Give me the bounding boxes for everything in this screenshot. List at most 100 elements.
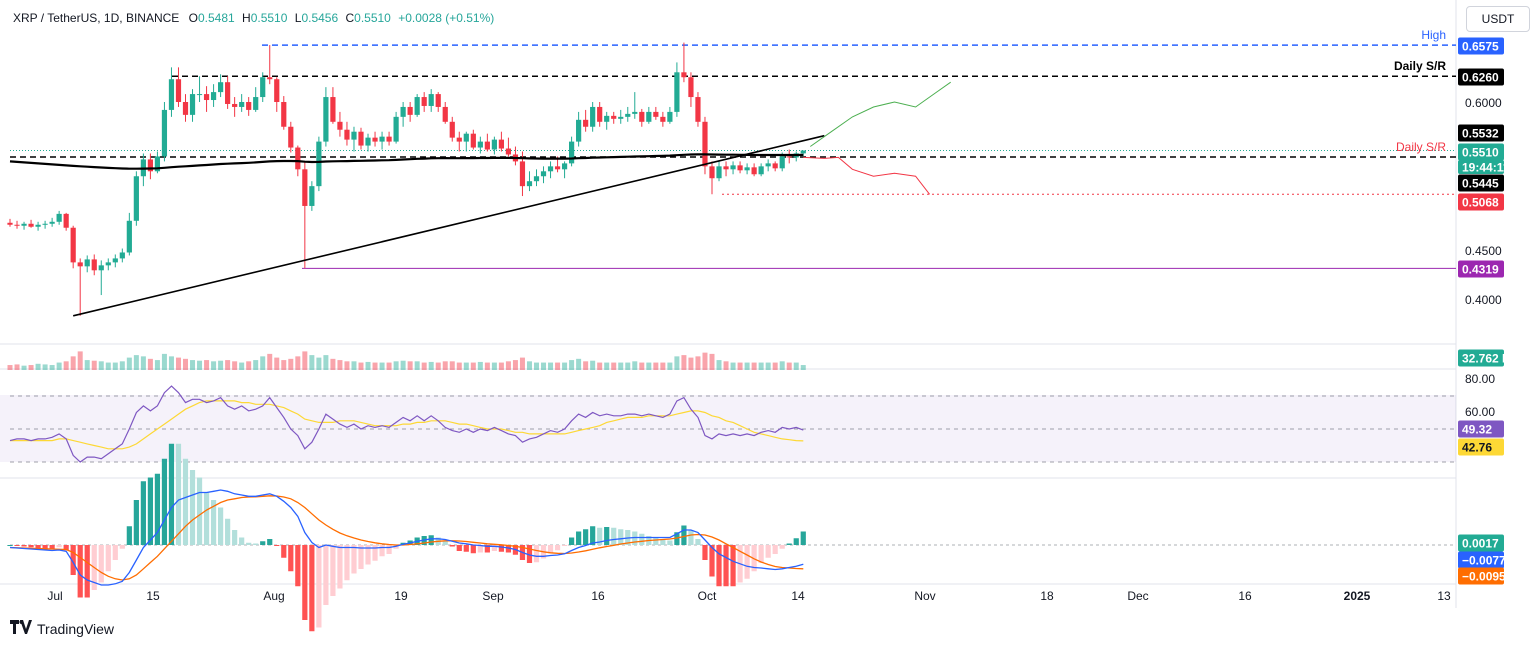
- volume-bar: [695, 356, 701, 370]
- price-tag-label-low_box: 0.5068: [1462, 196, 1499, 210]
- volume-bar: [98, 361, 104, 370]
- volume-bar: [498, 362, 504, 370]
- candle: [267, 77, 273, 80]
- volume-bar: [56, 362, 62, 370]
- candle: [70, 227, 76, 263]
- candle: [218, 82, 224, 93]
- price-tag-high: [1458, 37, 1504, 55]
- rsi-tick: 60.00: [1465, 405, 1495, 419]
- macd-histogram-bar: [590, 526, 596, 545]
- volume-bar: [309, 355, 315, 370]
- candle: [547, 166, 554, 172]
- candle: [779, 156, 785, 169]
- macd-histogram-bar: [730, 545, 736, 587]
- price-tag-label-last: 0.5510: [1462, 146, 1499, 160]
- volume-bar: [660, 362, 666, 370]
- candle: [498, 139, 504, 149]
- trendline: [72, 134, 825, 317]
- low-label: L: [295, 11, 302, 25]
- candle: [786, 156, 792, 158]
- volume-bar: [534, 362, 539, 370]
- price-tag-label-signal: −0.0095: [1462, 570, 1506, 584]
- volume-bar: [218, 360, 224, 370]
- price-tick: 0.4500: [1465, 244, 1502, 258]
- volume-bar: [793, 362, 799, 370]
- macd-histogram-bar: [260, 541, 266, 545]
- volume-bar: [21, 365, 27, 370]
- candle: [597, 106, 603, 122]
- volume-bar: [702, 352, 708, 370]
- volume-bar: [133, 355, 139, 370]
- price-axis[interactable]: 0.6000 0.4500 0.4000 80.00 60.00: [1465, 96, 1502, 419]
- volume-bar: [562, 362, 568, 370]
- volume-bar: [618, 362, 624, 370]
- candle: [182, 102, 189, 115]
- price-tag-timer: [1458, 160, 1504, 174]
- price-tag-rsi_ma: [1458, 438, 1504, 456]
- volume-bar: [737, 362, 743, 370]
- macd-histogram-bar: [267, 539, 273, 545]
- candle: [561, 163, 568, 170]
- macd-histogram-bar: [498, 545, 504, 552]
- volume-bar: [456, 362, 462, 370]
- candle: [365, 137, 371, 146]
- volume-bar: [77, 351, 83, 370]
- time-tick: 13: [1437, 589, 1451, 603]
- macd-histogram-bar: [547, 545, 554, 554]
- currency-selector[interactable]: USDT: [1466, 6, 1530, 32]
- macd-histogram-bar: [56, 545, 62, 548]
- macd-histogram-bar: [98, 545, 104, 583]
- candle: [147, 159, 153, 172]
- price-tag-macd: [1458, 551, 1504, 569]
- macd-histogram-bar: [772, 545, 778, 554]
- candle: [611, 115, 617, 119]
- volume-bar: [35, 363, 41, 370]
- volume-bar: [84, 360, 90, 370]
- ema200-line: [9, 153, 804, 170]
- volume-bar: [225, 360, 231, 370]
- overlays: [9, 81, 951, 317]
- volume-bar: [772, 362, 778, 370]
- macd-histogram-bar: [449, 545, 455, 547]
- price-tick: 0.6000: [1465, 96, 1502, 110]
- volume-bar: [744, 362, 750, 370]
- volume-bar: [470, 362, 476, 370]
- price-tag-label-support: 0.4319: [1462, 263, 1499, 277]
- volume-bar: [112, 362, 118, 370]
- candle: [583, 119, 589, 127]
- volume-bar: [758, 362, 764, 370]
- price-tag-label-rsi_ma: 42.76: [1462, 441, 1492, 455]
- volume-bar: [779, 361, 785, 370]
- macd-histogram-bar: [702, 545, 708, 560]
- time-axis[interactable]: Jul 15 Aug 19 Sep 16 Oct 14 Nov 18 Dec 1…: [47, 589, 1451, 603]
- candle: [7, 222, 13, 225]
- macd-histogram-bar: [618, 529, 624, 545]
- candle: [161, 109, 168, 157]
- macd-histogram-bar: [344, 545, 350, 581]
- macd-histogram-bar: [695, 539, 701, 545]
- volume-bar: [730, 362, 736, 370]
- candle: [470, 133, 476, 148]
- candle: [344, 129, 350, 140]
- candle: [351, 131, 357, 140]
- volume-bar: [639, 362, 645, 370]
- macd-histogram-bar: [316, 545, 322, 628]
- macd-line: [9, 489, 804, 586]
- volume-bar: [674, 356, 680, 370]
- volume-bar: [625, 362, 631, 370]
- candle: [323, 97, 329, 142]
- macd-histogram-bar: [358, 545, 364, 569]
- macd-histogram-bar: [133, 500, 139, 545]
- tradingview-logo[interactable]: TradingView: [10, 620, 114, 638]
- time-tick: 15: [146, 589, 160, 603]
- candle: [435, 94, 441, 107]
- macd-histogram-bar: [105, 545, 111, 572]
- volume-bar: [505, 361, 511, 370]
- signal-line: [9, 495, 804, 581]
- macd-histogram-bar: [330, 545, 336, 596]
- volume-bar: [253, 360, 259, 370]
- macd-histogram-bar: [800, 531, 806, 545]
- volume-bar: [295, 356, 301, 370]
- candle: [63, 213, 69, 228]
